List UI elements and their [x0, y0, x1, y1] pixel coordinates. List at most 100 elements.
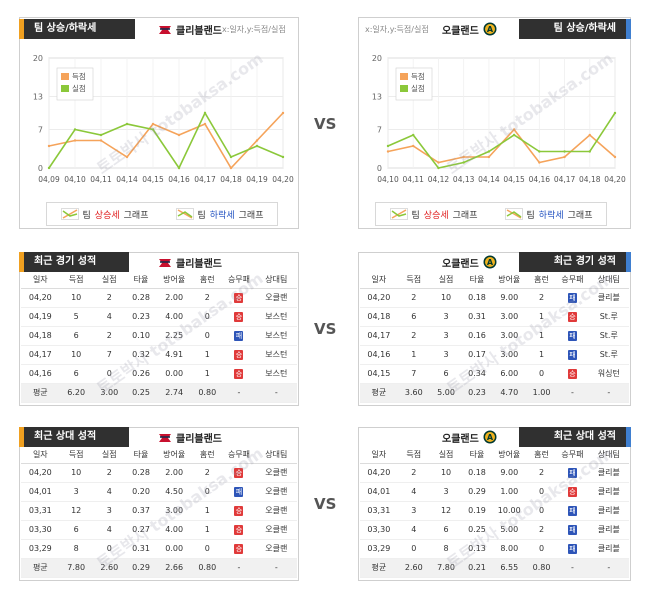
- table-cell: 클리블: [588, 501, 629, 521]
- average-cell: -: [588, 558, 629, 578]
- table-cell: 6.00: [491, 364, 527, 384]
- table-cell: 워싱턴: [588, 364, 629, 384]
- table-cell: 6: [59, 520, 93, 540]
- column-header: 홈런: [192, 272, 223, 289]
- table-cell: 04,19: [21, 307, 60, 327]
- table-header-row: 일자 득점 실점 타율 방어율 홈런 승무패 상대팀: [21, 447, 297, 464]
- table-cell: 오클랜: [255, 539, 297, 559]
- table-cell: 4: [397, 482, 430, 502]
- oakland-logo-icon: A: [483, 22, 497, 36]
- x-tick-label: 04,09: [38, 175, 60, 184]
- table-cell: 1: [192, 501, 223, 521]
- loss-badge: 패: [567, 543, 577, 554]
- table-cell: 1: [526, 345, 557, 365]
- table-cell: 6: [397, 307, 430, 327]
- data-point: [47, 144, 51, 148]
- y-tick-label: 0: [377, 164, 382, 173]
- table-cell: 오클랜: [255, 520, 297, 540]
- average-cell: 0.23: [462, 383, 492, 403]
- table-cell: 0: [192, 326, 223, 346]
- column-header: 승무패: [222, 272, 256, 289]
- table-cell: 패: [556, 463, 589, 483]
- data-point: [229, 155, 233, 159]
- svg-text:A: A: [487, 433, 494, 442]
- x-tick-label: 04,20: [272, 175, 294, 184]
- left-h2h-tag: 최근 상대 성적: [19, 427, 129, 447]
- table-cell: 7: [92, 345, 126, 365]
- cleveland-logo-icon: [159, 434, 171, 442]
- right-team-label: 오클랜드: [442, 25, 479, 37]
- table-cell: 10.00: [491, 501, 527, 521]
- oakland-logo-icon: A: [483, 255, 497, 269]
- column-header: 상대팀: [588, 447, 629, 464]
- data-point: [125, 122, 129, 126]
- x-tick-label: 04,14: [478, 175, 500, 184]
- data-point: [203, 122, 207, 126]
- table-cell: 0: [192, 482, 223, 502]
- column-header: 득점: [397, 272, 430, 289]
- left-team-chart: 0 7 13 20 04,09 04,10 04,11 04,14 04,15 04,16 04,1…: [33, 54, 294, 184]
- y-tick-label: 13: [33, 93, 43, 102]
- table-cell: 패: [222, 482, 256, 502]
- average-cell: -: [556, 558, 589, 578]
- table-cell: 승: [222, 463, 256, 483]
- column-header: 상대팀: [588, 272, 629, 289]
- svg-text:A: A: [487, 258, 494, 267]
- data-point: [229, 166, 233, 170]
- table-cell: 6: [59, 326, 93, 346]
- right-recent-table: 일자 득점 실점 타율 방어율 홈런 승무패 상대팀 04,20 2 10 0.18 9.00 2 패 클리블…: [360, 272, 629, 403]
- data-point: [47, 166, 51, 170]
- y-tick-label: 7: [377, 126, 382, 135]
- table-cell: 2: [92, 288, 126, 308]
- column-header: 홈런: [526, 447, 557, 464]
- table-cell: 0.10: [125, 326, 157, 346]
- table-cell: 8: [59, 539, 93, 559]
- table-cell: 2: [397, 463, 430, 483]
- table-cell: 6: [429, 364, 463, 384]
- data-point: [613, 111, 617, 115]
- table-cell: 3: [429, 307, 463, 327]
- table-cell: 0: [92, 539, 126, 559]
- column-header: 승무패: [222, 447, 256, 464]
- table-cell: 1.00: [491, 482, 527, 502]
- table-cell: 2.00: [156, 463, 193, 483]
- table-cell: St.루: [588, 307, 629, 327]
- svg-text:A: A: [487, 25, 494, 34]
- right-h2h-table: 일자 득점 실점 타율 방어율 홈런 승무패 상대팀 04,20 2 10 0.18 9.00 2 패 클리블…: [360, 447, 629, 578]
- table-row: 04,16 1 3 0.17 3.00 1 패 St.루: [360, 345, 629, 365]
- table-header-row: 일자 득점 실점 타율 방어율 홈런 승무패 상대팀: [360, 272, 629, 289]
- left-h2h-table: 일자 득점 실점 타율 방어율 홈런 승무패 상대팀 04,20 10 2 0.28 2.00 2 승 오클랜…: [21, 447, 297, 578]
- average-cell: 1.00: [526, 383, 557, 403]
- left-legend-box: 팀 상승세 그래프 팀 하락세 그래프: [46, 202, 278, 226]
- table-cell: 6: [429, 520, 463, 540]
- table-header-row: 일자 득점 실점 타율 방어율 홈런 승무패 상대팀: [21, 272, 297, 289]
- table-cell: 승: [222, 288, 256, 308]
- left-team-label: 클리블랜드: [176, 25, 222, 37]
- table-cell: 04,18: [21, 326, 60, 346]
- table-cell: 3: [397, 501, 430, 521]
- table-cell: 8: [429, 539, 463, 559]
- average-cell: 평균: [21, 558, 60, 578]
- column-header: 타율: [125, 272, 157, 289]
- legend-up-item: 팀 상승세 그래프: [389, 208, 477, 221]
- table-cell: 패: [556, 520, 589, 540]
- legend-up-item: 팀 상승세 그래프: [60, 208, 148, 221]
- win-badge: 승: [234, 467, 244, 478]
- right-recent-team: 오클랜드 A: [442, 252, 497, 272]
- data-point: [386, 150, 390, 153]
- table-cell: 12: [429, 501, 463, 521]
- column-header: 실점: [92, 447, 126, 464]
- table-cell: 04,17: [21, 345, 60, 365]
- y-tick-label: 20: [372, 54, 382, 63]
- table-cell: 03,31: [21, 501, 60, 521]
- table-cell: 10: [429, 288, 463, 308]
- y-tick-label: 0: [38, 164, 43, 173]
- table-cell: 4.00: [156, 307, 193, 327]
- win-badge: 승: [234, 349, 244, 360]
- average-row: 평균 6.20 3.00 0.25 2.74 0.80- -: [21, 383, 297, 403]
- table-cell: 2.00: [156, 288, 193, 308]
- table-cell: 0: [192, 307, 223, 327]
- right-h2h-team: 오클랜드 A: [442, 427, 497, 447]
- x-tick-label: 04,18: [220, 175, 242, 184]
